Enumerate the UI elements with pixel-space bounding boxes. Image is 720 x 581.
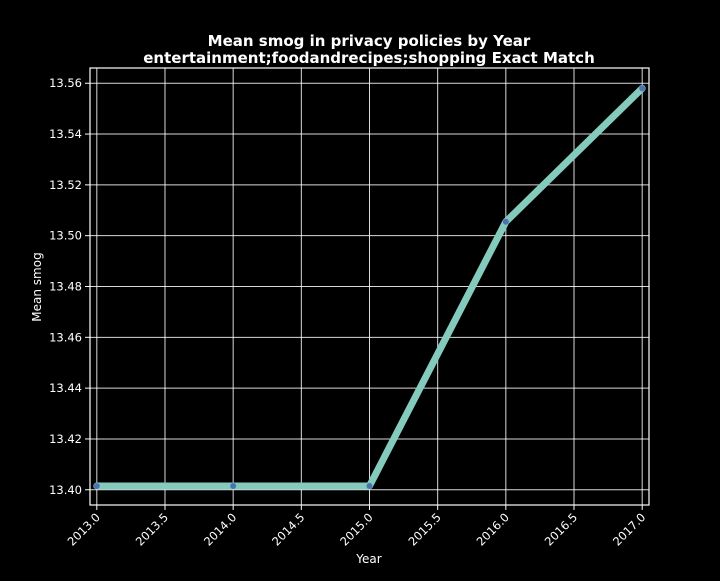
y-tick-label: 13.44 <box>49 381 82 395</box>
y-tick-label: 13.50 <box>49 229 82 243</box>
grid <box>90 68 649 505</box>
y-axis-label: Mean smog <box>30 252 44 321</box>
data-point <box>639 85 646 92</box>
data-point <box>366 482 373 489</box>
y-tick-label: 13.46 <box>49 330 82 344</box>
y-tick-label: 13.48 <box>49 280 82 294</box>
x-axis-label: Year <box>355 552 381 566</box>
y-axis-ticks: 13.40 13.42 13.44 13.46 13.48 13.50 13.52 13.54… <box>49 76 90 497</box>
data-point <box>230 482 237 489</box>
data-point <box>93 482 100 489</box>
chart-title: Mean smog in privacy policies by Year <box>208 32 531 50</box>
series-layer <box>93 84 646 490</box>
y-tick-label: 13.52 <box>49 178 82 192</box>
data-point <box>502 218 509 225</box>
chart-subtitle: entertainment;foodandrecipes;shopping Ex… <box>143 49 595 67</box>
y-tick-label: 13.42 <box>49 432 82 446</box>
y-tick-label: 13.40 <box>49 483 82 497</box>
y-tick-label: 13.54 <box>49 127 82 141</box>
plot-frame <box>89 67 650 506</box>
y-tick-label: 13.56 <box>49 76 82 90</box>
